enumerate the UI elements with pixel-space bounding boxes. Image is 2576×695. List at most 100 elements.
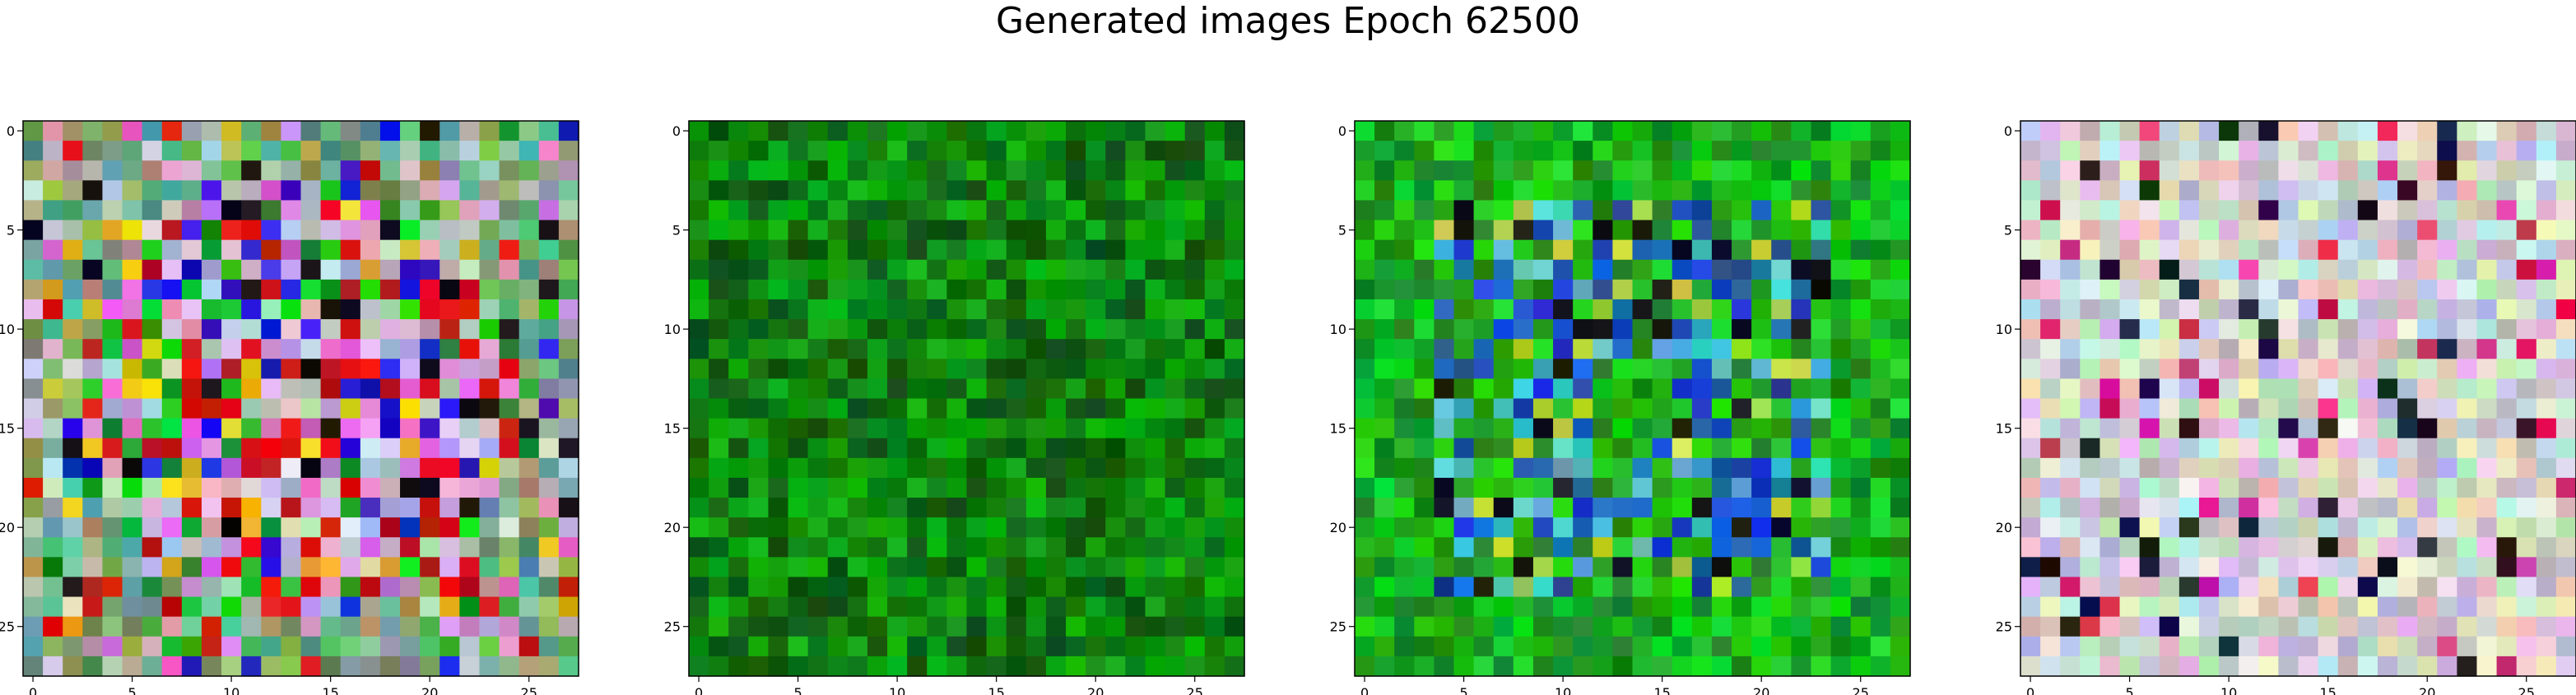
pixel-cell: [82, 656, 104, 677]
pixel-cell: [2258, 200, 2279, 221]
pixel-cell: [1890, 457, 1911, 479]
pixel-cell: [1593, 141, 1613, 161]
pixel-cell: [1184, 498, 1206, 518]
pixel-cell: [966, 557, 988, 578]
pixel-cell: [1184, 239, 1206, 261]
pixel-cell: [122, 319, 143, 340]
pixel-cell: [709, 180, 729, 202]
pixel-cell: [558, 279, 579, 300]
pixel-cell: [161, 378, 183, 400]
pixel-cell: [807, 457, 829, 479]
pixel-cell: [1791, 239, 1812, 261]
pixel-cell: [161, 279, 183, 300]
pixel-cell: [2119, 121, 2141, 141]
pixel-cell: [300, 498, 322, 518]
pixel-cell: [379, 319, 401, 340]
pixel-cell: [748, 517, 770, 538]
pixel-cell: [2337, 141, 2359, 161]
pixel-cell: [748, 498, 770, 518]
pixel-cell: [499, 537, 520, 558]
pixel-cell: [439, 477, 460, 498]
pixel-cell: [1830, 378, 1852, 400]
pixel-cell: [1513, 398, 1534, 419]
pixel-cell: [2318, 220, 2339, 241]
pixel-cell: [241, 239, 262, 261]
pixel-cell: [300, 359, 322, 379]
pixel-cell: [867, 319, 888, 340]
pixel-cell: [400, 378, 421, 400]
pixel-cell: [1751, 141, 1772, 161]
pixel-cell: [1691, 180, 1713, 202]
pixel-cell: [558, 438, 579, 459]
pixel-cell: [181, 418, 202, 439]
pixel-cell: [261, 636, 281, 657]
pixel-cell: [2357, 636, 2378, 657]
pixel-cell: [1513, 319, 1534, 340]
pixel-cell: [907, 457, 928, 479]
x-tick-label: 20: [421, 685, 438, 695]
pixel-cell: [2139, 636, 2160, 657]
pixel-cell: [2397, 438, 2418, 459]
pixel-cell: [1593, 477, 1613, 498]
pixel-cell: [728, 577, 749, 598]
pixel-cell: [2099, 359, 2121, 379]
pixel-cell: [1066, 577, 1086, 598]
pixel-cell: [2219, 616, 2239, 637]
pixel-cell: [1493, 299, 1514, 320]
pixel-cell: [1553, 279, 1574, 300]
pixel-cell: [102, 299, 123, 320]
pixel-cell: [1086, 319, 1106, 340]
pixel-cell: [1025, 577, 1047, 598]
pixel-cell: [2198, 200, 2220, 221]
pixel-cell: [788, 359, 809, 379]
pixel-cell: [1532, 339, 1554, 359]
pixel-cell: [241, 656, 262, 677]
pixel-cell: [2457, 239, 2478, 261]
pixel-cell: [1165, 398, 1186, 419]
pixel-cell: [827, 537, 849, 558]
pixel-cell: [1394, 319, 1415, 340]
pixel-cell: [82, 200, 104, 221]
pixel-cell: [1632, 577, 1653, 598]
pixel-cell: [1165, 616, 1186, 637]
pixel-cell: [1890, 200, 1911, 221]
pixel-cell: [201, 359, 222, 379]
pixel-cell: [847, 299, 868, 320]
pixel-cell: [2457, 438, 2478, 459]
pixel-cell: [748, 636, 770, 657]
pixel-cell: [241, 259, 262, 280]
pixel-cell: [2020, 319, 2041, 340]
pixel-cell: [2298, 319, 2319, 340]
pixel-cell: [2020, 200, 2041, 221]
pixel-cell: [102, 378, 123, 400]
pixel-cell: [927, 359, 947, 379]
pixel-cell: [400, 220, 421, 241]
pixel-cell: [2278, 121, 2299, 141]
pixel-cell: [102, 220, 123, 241]
pixel-cell: [1691, 339, 1713, 359]
pixel-cell: [43, 398, 63, 419]
pixel-cell: [142, 616, 163, 637]
pixel-cell: [689, 220, 709, 241]
pixel-cell: [827, 418, 849, 439]
pixel-cell: [1105, 457, 1126, 479]
pixel-cell: [221, 220, 242, 241]
pixel-cell: [1145, 577, 1166, 598]
pixel-cell: [2099, 498, 2121, 518]
pixel-cell: [43, 418, 63, 439]
pixel-cell: [2337, 378, 2359, 400]
pixel-cell: [1374, 141, 1395, 161]
pixel-cell: [748, 121, 770, 141]
pixel-cell: [2457, 160, 2478, 181]
pixel-cell: [538, 259, 560, 280]
pixel-cell: [1184, 596, 1206, 618]
pixel-cell: [1473, 557, 1495, 578]
pixel-cell: [1086, 339, 1106, 359]
pixel-cell: [748, 557, 770, 578]
pixel-cell: [261, 319, 281, 340]
pixel-cell: [827, 220, 849, 241]
pixel-cell: [867, 616, 888, 637]
pixel-cell: [2377, 220, 2398, 241]
pixel-cell: [1434, 616, 1455, 637]
pixel-cell: [1751, 299, 1772, 320]
